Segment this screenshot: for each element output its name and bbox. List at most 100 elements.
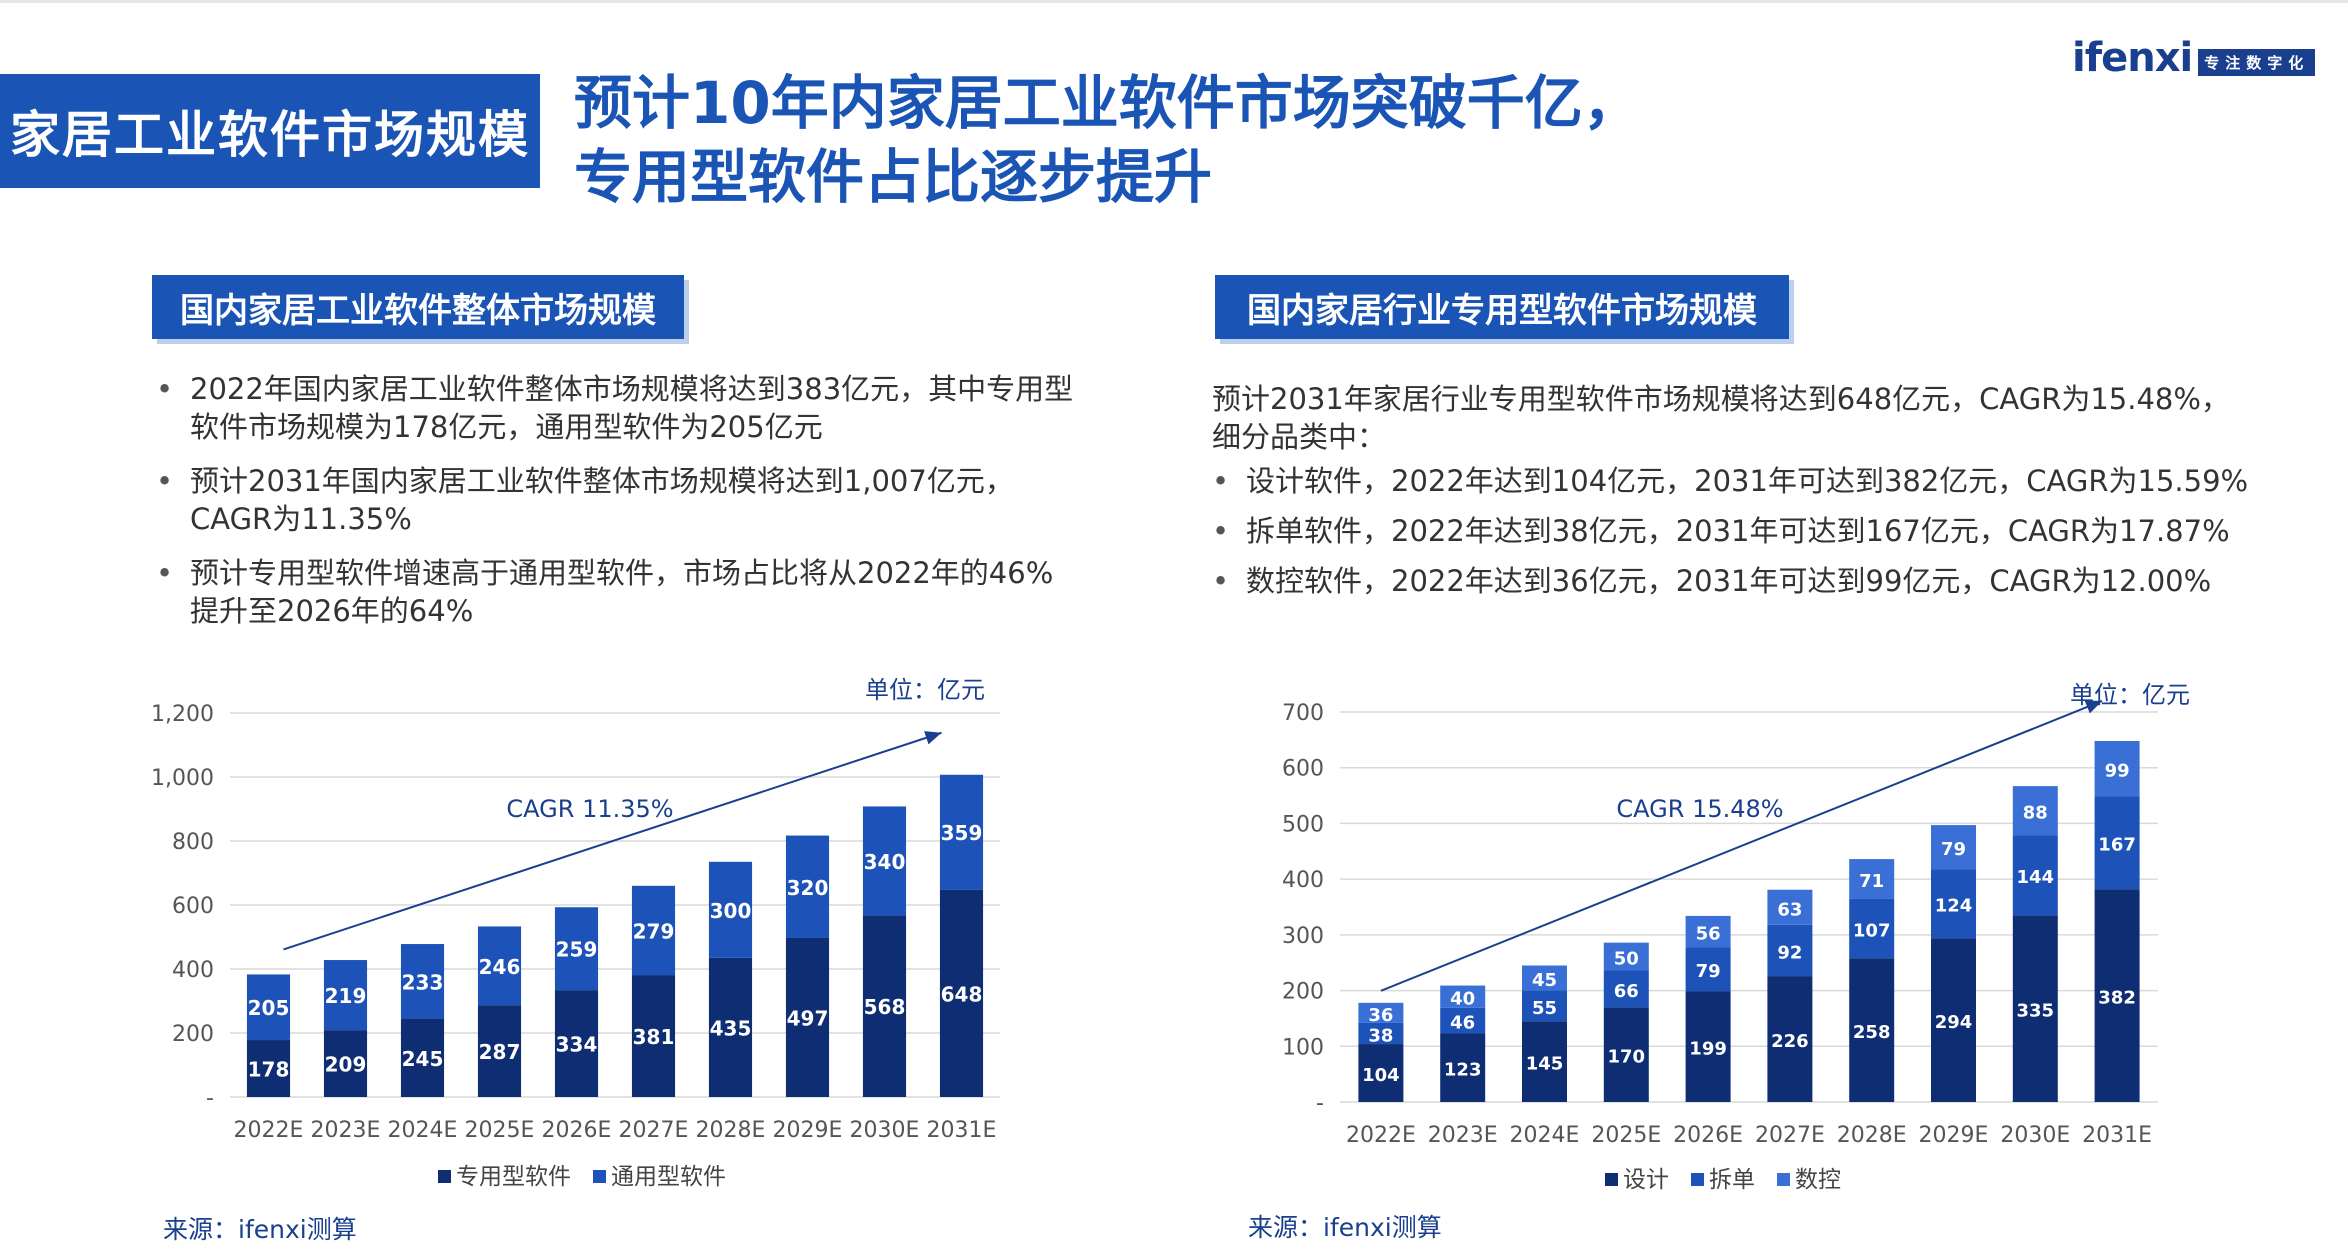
y-tick-label: 100 — [1282, 1035, 1324, 1060]
x-tick-label: 2031E — [2082, 1123, 2152, 1148]
y-tick-label: 400 — [1282, 868, 1324, 893]
data-label: 36 — [1368, 1005, 1393, 1026]
cagr-arrow-head — [2084, 700, 2103, 714]
data-label: 170 — [1608, 1047, 1646, 1068]
bar-segment — [1522, 990, 1567, 1022]
bar-segment — [1522, 1021, 1567, 1102]
x-tick-label: 2023E — [311, 1118, 381, 1143]
bar-segment — [939, 774, 984, 890]
bar-segment — [1603, 1007, 1649, 1102]
data-label: 124 — [1935, 896, 1973, 917]
x-tick-label: 2028E — [696, 1118, 766, 1143]
data-label: 50 — [1614, 949, 1639, 970]
bar-segment — [1358, 1002, 1404, 1023]
legend-label: 拆单 — [1709, 1167, 1755, 1193]
y-tick-label: - — [1316, 1091, 1324, 1116]
data-label: 178 — [248, 1058, 290, 1082]
left-bullet-3: 预计专用型软件增速高于通用型软件，市场占比将从2022年的46%提升至2026年… — [152, 554, 1082, 630]
bar-segment — [1358, 1044, 1404, 1102]
right-source-note: 来源：ifenxi测算 — [1248, 1213, 1442, 1242]
bar-segment — [477, 926, 522, 1006]
data-label: 199 — [1689, 1039, 1727, 1060]
y-tick-label: 200 — [1282, 980, 1324, 1005]
bar-segment — [2094, 796, 2140, 890]
legend-swatch — [1605, 1173, 1618, 1186]
x-tick-label: 2025E — [1591, 1123, 1661, 1148]
right-bullet-2: 拆单软件，2022年达到38亿元，2031年可达到167亿元，CAGR为17.8… — [1208, 512, 2258, 550]
data-label: 144 — [2017, 867, 2055, 888]
data-label: 104 — [1362, 1065, 1400, 1086]
bar-segment — [1849, 958, 1895, 1102]
bar-segment — [939, 889, 984, 1097]
bar-segment — [631, 885, 676, 976]
bar-segment — [1685, 915, 1731, 948]
data-label: 123 — [1444, 1060, 1482, 1081]
data-label: 55 — [1532, 998, 1557, 1019]
data-label: 233 — [402, 970, 444, 994]
cagr-arrow-line — [1380, 700, 2103, 992]
data-label: 167 — [2098, 835, 2136, 856]
bar-segment — [1767, 889, 1813, 925]
bar-segment — [554, 907, 599, 991]
bar-segment — [708, 957, 753, 1097]
data-label: 40 — [1450, 989, 1475, 1010]
data-label: 38 — [1368, 1025, 1393, 1046]
bar-segment — [400, 944, 445, 1019]
data-label: 88 — [2023, 803, 2048, 824]
bar-segment — [477, 1005, 522, 1097]
bar-segment — [2012, 786, 2058, 836]
data-label: 568 — [864, 995, 906, 1019]
headline-line-2: 专用型软件占比逐步提升 — [574, 143, 1213, 211]
legend-swatch — [593, 1170, 606, 1183]
bar-segment — [1522, 965, 1567, 991]
x-tick-label: 2027E — [619, 1118, 689, 1143]
y-tick-label: 600 — [1282, 757, 1324, 782]
bar-segment — [2094, 740, 2140, 797]
data-label: 71 — [1859, 871, 1884, 892]
x-tick-label: 2022E — [1346, 1123, 1416, 1148]
data-label: 79 — [1941, 839, 1966, 860]
bar-segment — [1603, 970, 1649, 1008]
x-tick-label: 2026E — [1673, 1123, 1743, 1148]
x-tick-label: 2029E — [1919, 1123, 1989, 1148]
right-intro-text: 预计2031年家居行业专用型软件市场规模将达到648亿元，CAGR为15.48%… — [1212, 382, 2230, 454]
bar-segment — [2012, 835, 2058, 916]
data-label: 258 — [1853, 1022, 1891, 1043]
bar-segment — [1603, 942, 1649, 971]
cagr-annotation: CAGR 15.48% — [1616, 795, 1783, 823]
bar-segment — [1440, 985, 1486, 1008]
bar-segment — [2094, 889, 2140, 1102]
bar-segment — [862, 915, 907, 1097]
data-label: 56 — [1696, 924, 1721, 945]
page-tag: 家居工业软件市场规模 — [0, 74, 540, 188]
y-tick-label: 200 — [172, 1022, 214, 1047]
bar-segment — [400, 1018, 445, 1097]
legend-swatch — [438, 1170, 451, 1183]
data-label: 226 — [1771, 1031, 1809, 1052]
unit-label: 单位：亿元 — [865, 676, 985, 704]
y-tick-label: 1,200 — [151, 702, 214, 727]
data-label: 259 — [556, 938, 598, 962]
data-label: 382 — [2098, 988, 2136, 1009]
bar-segment — [554, 990, 599, 1097]
data-label: 497 — [787, 1006, 829, 1030]
bar-segment — [1440, 1007, 1486, 1034]
y-tick-label: 700 — [1282, 701, 1324, 726]
data-label: 335 — [2017, 1001, 2055, 1022]
x-tick-label: 2023E — [1428, 1123, 1498, 1148]
x-tick-label: 2028E — [1837, 1123, 1907, 1148]
y-tick-label: 1,000 — [151, 766, 214, 791]
data-label: 92 — [1777, 942, 1802, 963]
data-label: 359 — [941, 821, 983, 845]
right-bullet-1: 设计软件，2022年达到104亿元，2031年可达到382亿元，CAGR为15.… — [1208, 462, 2258, 500]
left-bullet-2: 预计2031年国内家居工业软件整体市场规模将达到1,007亿元，CAGR为11.… — [152, 462, 1082, 538]
bar-segment — [1849, 859, 1895, 899]
data-label: 334 — [556, 1033, 598, 1057]
right-section-title: 国内家居行业专用型软件市场规模 — [1215, 275, 1789, 339]
right-bullet-list: 设计软件，2022年达到104亿元，2031年可达到382亿元，CAGR为15.… — [1208, 462, 2258, 612]
data-label: 381 — [633, 1025, 675, 1049]
data-label: 245 — [402, 1047, 444, 1071]
bar-segment — [1767, 976, 1813, 1102]
data-label: 320 — [787, 876, 829, 900]
